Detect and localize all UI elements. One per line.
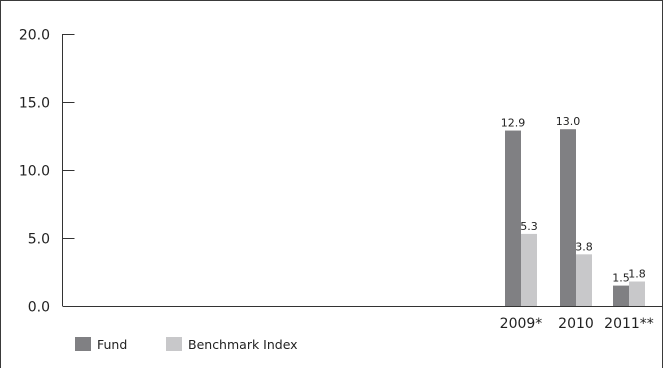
bar-fund (505, 130, 521, 306)
bar-benchmark (521, 233, 537, 306)
bar-fund (613, 285, 629, 306)
y-tick-label: 0.0 (28, 300, 50, 316)
x-category-label: 2010 (558, 316, 594, 332)
data-label: 3.8 (575, 240, 593, 253)
y-tick-label: 15.0 (19, 96, 50, 112)
bar-benchmark (576, 254, 592, 306)
y-tick-label: 10.0 (19, 164, 50, 180)
x-category-label: 2009* (500, 316, 543, 332)
legend-swatch-benchmark (166, 337, 182, 351)
legend-label: Fund (97, 337, 127, 352)
x-category-label: 2011** (604, 316, 654, 332)
legend-swatch-fund (75, 337, 91, 351)
data-label: 1.5 (612, 272, 630, 285)
data-label: 12.9 (501, 117, 526, 130)
data-label: 1.8 (628, 268, 646, 281)
data-label: 5.3 (520, 220, 538, 233)
data-label: 13.0 (556, 115, 581, 128)
bar-fund (560, 129, 576, 306)
y-tick-label: 20.0 (19, 28, 50, 44)
y-tick-label: 5.0 (28, 232, 50, 248)
bar-benchmark (629, 281, 645, 306)
legend-label: Benchmark Index (188, 337, 298, 352)
